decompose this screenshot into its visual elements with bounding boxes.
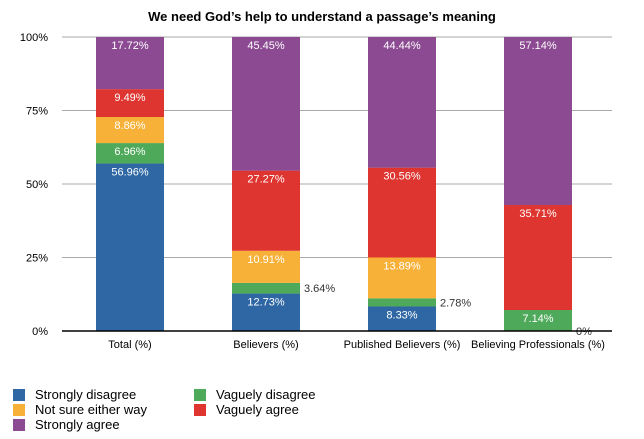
data-label: 8.33% [386,310,417,322]
bar-segment [96,163,164,331]
legend-label: Not sure either way [35,402,147,417]
data-label: 45.45% [247,40,285,52]
x-tick-label: Published Believers (%) [344,339,461,351]
bar-segment [232,293,300,331]
legend-label: Strongly agree [35,417,120,432]
bar-segment [504,205,572,311]
x-tick-label: Believing Professionals (%) [471,339,605,351]
y-tick-label: 0% [32,326,48,338]
y-tick-label: 25% [26,253,48,265]
data-label: 17.72% [111,40,149,52]
legend-swatch [13,388,25,401]
legend-label: Vaguely disagree [216,387,316,402]
data-label: 44.44% [383,40,421,52]
legend-swatch [194,388,206,401]
data-label: 30.56% [383,171,421,183]
data-label: 57.14% [519,40,557,52]
legend-swatch [194,403,206,416]
legend-item: Strongly agree [13,417,120,432]
data-label: 3.64% [304,283,335,295]
legend-label: Strongly disagree [35,387,137,402]
bar-segment [368,298,436,307]
bar-segment [96,143,164,164]
data-label: 56.96% [111,167,149,179]
data-label: 35.71% [519,208,557,220]
legend-item: Not sure either way [13,402,147,417]
stacked-bar-chart: 0% 25% 50% 75% 100% 56.96% 6.96% 8.86% 9.49% 17.7… [20,32,612,351]
x-tick-label: Believers (%) [233,339,298,351]
data-label: 10.91% [247,254,285,266]
bar-segment [232,282,300,294]
bar-segment [368,257,436,299]
data-label: 2.78% [440,297,471,309]
bar-segment [504,310,572,331]
data-label: 7.14% [522,313,553,325]
data-label: 6.96% [114,146,145,158]
x-tick-label: Total (%) [108,339,151,351]
y-tick-label: 75% [26,106,48,118]
legend-item: Strongly disagree [13,387,136,402]
bar-segment [368,306,436,331]
y-tick-label: 100% [20,32,48,44]
bar-segment [96,117,164,144]
data-label: 13.89% [383,261,421,273]
legend-label: Vaguely agree [216,402,299,417]
legend-item: Vaguely disagree [194,387,316,402]
bar-segment [504,37,572,206]
data-label: 8.86% [114,120,145,132]
chart-title: We need God’s help to understand a passa… [148,9,496,24]
bar-segment [368,37,436,168]
bar-segment [96,89,164,118]
legend-swatch [13,403,25,416]
bar-segment [96,37,164,90]
data-label: 27.27% [247,174,285,186]
bar-segment [232,170,300,251]
legend-item: Vaguely agree [194,402,299,417]
bar-segment [368,167,436,258]
data-label: 12.73% [247,297,285,309]
data-label: 0% [576,326,592,338]
legend-swatch [13,418,25,431]
bar-segment [232,250,300,283]
bar-segment [232,37,300,171]
y-tick-label: 50% [26,179,48,191]
data-label: 9.49% [114,92,145,104]
